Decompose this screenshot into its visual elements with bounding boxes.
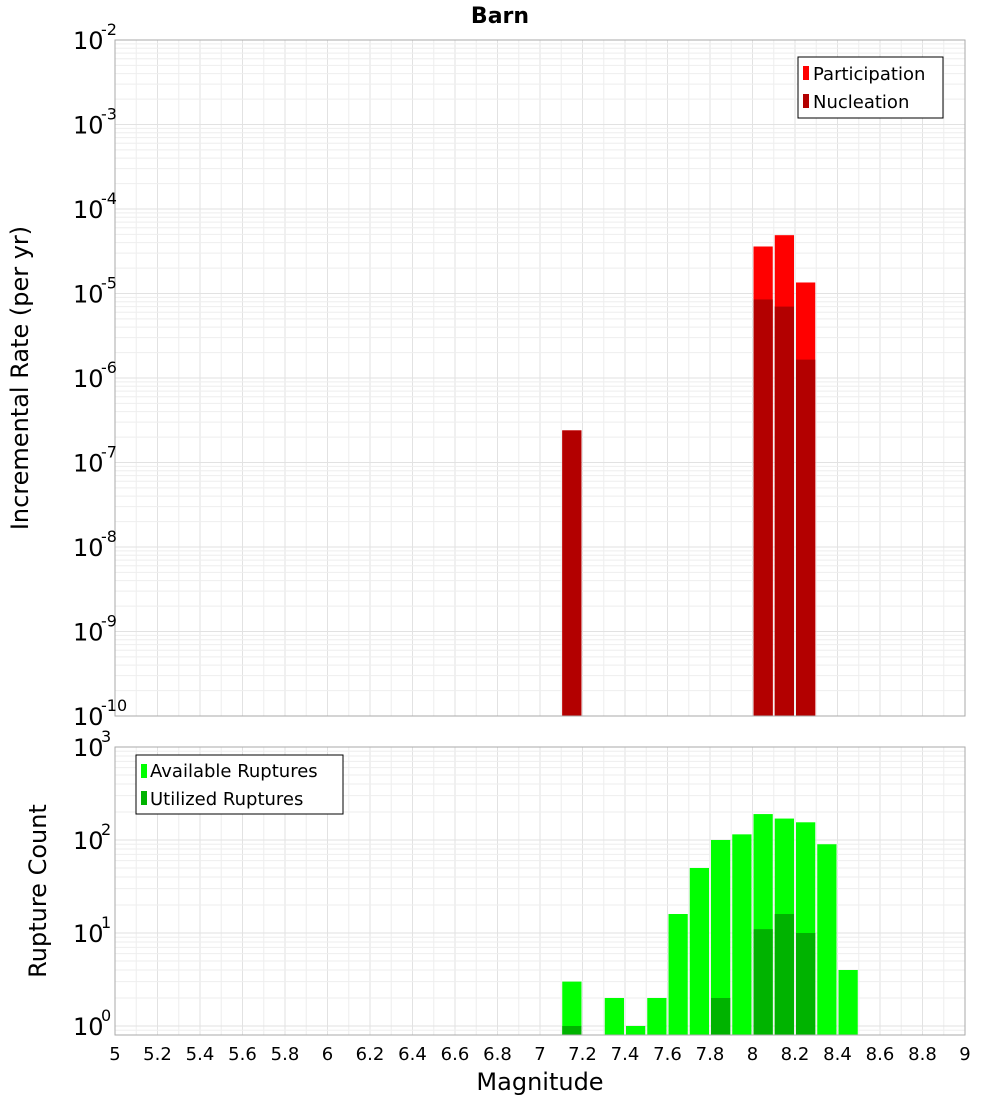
top-y-tick-label: 10 [73,703,104,731]
bottom-legend[interactable]: Available Ruptures Utilized Ruptures [135,754,344,815]
top-y-tick-exponent: -6 [101,358,117,377]
bottom-y-tick-exponent: 3 [101,727,111,746]
top-y-tick-label: 10 [73,27,104,55]
top-bar-nucleation [774,306,794,716]
x-tick-label: 5.2 [143,1044,172,1065]
top-bar-nucleation [796,359,816,716]
top-y-tick-label: 10 [73,196,104,224]
legend-swatch-utilized [141,791,147,805]
bottom-bar-available-ruptures [562,981,582,1035]
top-y-tick-label: 10 [73,619,104,647]
x-tick-label: 6.4 [398,1044,427,1065]
bottom-bars [562,814,858,1035]
bottom-y-tick-label: 10 [73,1013,104,1041]
top-y-axis-label: Incremental Rate (per yr) [6,226,34,530]
top-plot-frame [114,39,966,717]
x-tick-label: 6.8 [483,1044,512,1065]
x-tick-label: 5.6 [228,1044,257,1065]
legend-label-utilized: Utilized Ruptures [150,789,303,810]
x-tick-label: 6 [322,1044,333,1065]
x-tick-label: 5.4 [186,1044,215,1065]
bottom-y-tick-label: 10 [73,920,104,948]
x-tick-label: 8.2 [781,1044,810,1065]
bottom-y-tick-exponent: 2 [101,820,111,839]
bottom-bar-utilized-ruptures [711,997,731,1035]
bottom-bar-available-ruptures [732,834,752,1035]
x-tick-label: 7.8 [696,1044,725,1065]
x-tick-label: 7 [534,1044,545,1065]
bottom-bar-available-ruptures [647,997,667,1035]
x-tick-label: 6.2 [356,1044,385,1065]
top-grid [115,40,965,716]
x-tick-label: 8.6 [866,1044,895,1065]
x-tick-label: 8 [747,1044,758,1065]
bottom-bar-available-ruptures [668,914,688,1035]
top-bar-nucleation [562,430,582,716]
bottom-plot-frame [114,746,966,1036]
x-tick-label: 7.2 [568,1044,597,1065]
top-y-tick-exponent: -3 [101,105,117,124]
bottom-bar-available-ruptures [689,867,709,1035]
bottom-bar-utilized-ruptures [753,929,773,1035]
top-y-tick-exponent: -8 [101,527,117,546]
bottom-y-tick-label: 10 [73,827,104,855]
x-tick-label: 5.8 [271,1044,300,1065]
top-y-tick-label: 10 [73,365,104,393]
top-y-tick-exponent: -7 [101,443,117,462]
top-y-tick-label: 10 [73,534,104,562]
x-tick-label: 5 [109,1044,120,1065]
bottom-bar-available-ruptures [711,839,731,1035]
bottom-bar-available-ruptures [838,969,858,1035]
top-y-tick-label: 10 [73,281,104,309]
top-y-tick-exponent: -10 [101,696,127,715]
x-axis-label: Magnitude [476,1068,603,1096]
legend-label-nucleation: Nucleation [813,92,909,113]
bottom-bar-available-ruptures [626,1025,646,1035]
bottom-y-axis-label: Rupture Count [24,804,52,978]
top-legend[interactable]: Participation Nucleation [797,56,944,119]
chart-title: Barn [471,4,529,29]
bottom-y-tick-exponent: 0 [101,1006,111,1025]
x-tick-label: 8.4 [823,1044,852,1065]
bottom-bar-utilized-ruptures [774,914,794,1035]
bottom-y-tick-exponent: 1 [101,913,111,932]
top-y-tick-exponent: -4 [101,189,117,208]
x-tick-label: 6.6 [441,1044,470,1065]
bottom-bar-available-ruptures [817,844,837,1035]
top-y-tick-label: 10 [73,450,104,478]
legend-swatch-participation [803,66,809,80]
legend-swatch-available [141,764,147,778]
x-tick-label: 9 [959,1044,970,1065]
legend-label-available: Available Ruptures [150,761,318,782]
x-tick-label: 7.4 [611,1044,640,1065]
top-bars [562,235,816,716]
top-y-tick-exponent: -9 [101,612,117,631]
bottom-bar-utilized-ruptures [562,1025,582,1035]
x-tick-label: 8.8 [908,1044,937,1065]
bottom-y-tick-label: 10 [73,734,104,762]
top-bar-nucleation [753,299,773,716]
bottom-x-ticks: 5 5.2 5.4 5.6 5.8 6 6.2 6.4 6.6 6.8 7 7.2 7.4 7.6 7.8 8… [109,1044,970,1065]
bottom-bar-utilized-ruptures [796,932,816,1035]
top-y-tick-label: 10 [73,112,104,140]
legend-swatch-nucleation [803,94,809,108]
bottom-bar-available-ruptures [604,997,624,1035]
top-y-tick-exponent: -2 [101,20,117,39]
legend-label-participation: Participation [813,64,925,85]
x-tick-label: 7.6 [653,1044,682,1065]
top-y-tick-exponent: -5 [101,274,117,293]
